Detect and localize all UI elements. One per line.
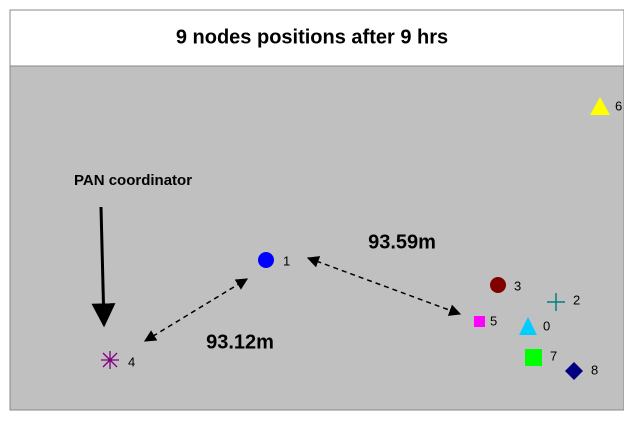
node-marker xyxy=(565,362,583,380)
node-marker xyxy=(525,349,542,366)
node-label: 2 xyxy=(573,292,580,307)
node-label: 1 xyxy=(283,253,290,268)
annotation: PAN coordinator xyxy=(74,172,192,189)
node-label: 5 xyxy=(490,313,497,328)
node-label: 4 xyxy=(128,354,135,369)
node-marker xyxy=(519,317,537,335)
distance-label: 93.59m xyxy=(368,231,436,253)
title: 9 nodes positions after 9 hrs xyxy=(176,26,448,48)
node-marker xyxy=(547,293,565,311)
node-marker xyxy=(490,277,506,293)
node-marker xyxy=(258,252,274,268)
node-marker xyxy=(474,316,485,327)
distance-arrow xyxy=(143,278,249,342)
arrow xyxy=(91,206,116,328)
node-label: 0 xyxy=(543,318,550,333)
node-label: 8 xyxy=(591,362,598,377)
node-label: 7 xyxy=(550,348,557,363)
node-label: 6 xyxy=(615,98,622,113)
node-label: 3 xyxy=(514,278,521,293)
node-marker xyxy=(101,351,119,369)
node-marker xyxy=(590,97,610,115)
distance-label: 93.12m xyxy=(206,331,274,353)
plot-area xyxy=(9,65,624,411)
